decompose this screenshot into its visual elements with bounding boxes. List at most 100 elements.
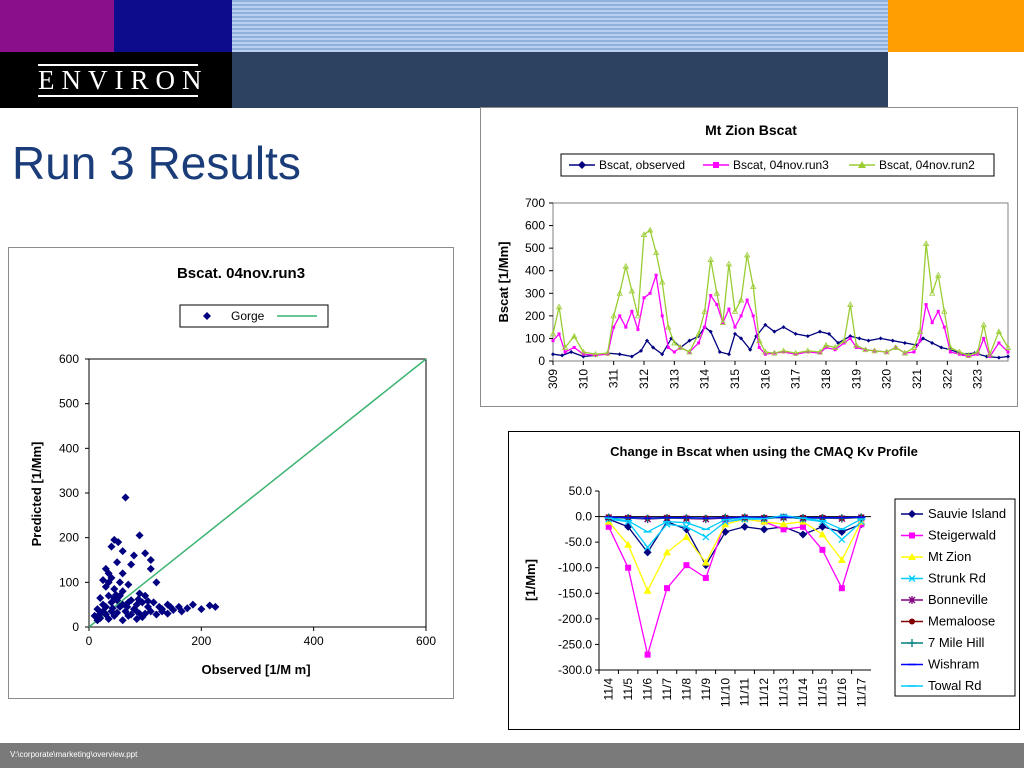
mtzion-y-tick-label: 700	[525, 196, 545, 210]
mtzion-point	[841, 337, 848, 344]
mtzion-point	[772, 329, 777, 334]
mtzion-point	[697, 341, 701, 345]
mtzion-point	[941, 308, 948, 314]
mtzion-point	[848, 334, 853, 339]
change-legend-label: Strunk Rd	[928, 571, 986, 586]
scatter-y-tick-label: 200	[59, 531, 79, 545]
scatter-point	[124, 598, 133, 607]
mtzion-point	[630, 309, 634, 313]
mtzion-point	[804, 347, 811, 354]
mtzion-point	[739, 336, 744, 341]
change-point	[625, 564, 632, 571]
mtzion-point	[930, 340, 935, 345]
change-point	[624, 540, 633, 548]
scatter-point	[104, 614, 113, 623]
change-point	[818, 530, 827, 538]
change-legend-label: Sauvie Island	[928, 506, 1006, 521]
mtzion-point	[817, 329, 822, 334]
mtzion-point	[628, 287, 636, 294]
mtzion-point	[910, 344, 918, 350]
change-y-tick-label: -200.0	[558, 612, 592, 626]
mtzion-point	[806, 350, 810, 354]
change-x-tick-label: 11/12	[757, 678, 771, 707]
slide-title: Run 3 Results	[12, 137, 301, 189]
scatter-point	[143, 597, 152, 606]
scatter-x-axis-label: Observed [1/M m]	[201, 662, 310, 677]
change-point	[701, 558, 710, 566]
mtzion-point	[847, 301, 854, 307]
scatter-point	[205, 601, 214, 610]
change-axes: 50.0 0.0 -50.0 -100.0 -150.0 -200.0 -250.0 -300…	[558, 484, 871, 707]
scatter-y-tick-label: 400	[59, 441, 79, 455]
mtzion-point	[707, 256, 714, 262]
scatter-legend-marker	[203, 312, 211, 320]
mtzion-x-tick-label: 321	[910, 369, 924, 389]
scatter-point	[188, 600, 197, 609]
mtzion-x-tick-label: 312	[637, 369, 651, 389]
change-point	[760, 525, 769, 534]
change-chart: Change in Bscat when using the CMAQ Kv P…	[523, 444, 1016, 707]
scatter-point	[152, 578, 161, 587]
scatter-point	[101, 602, 110, 611]
change-point	[643, 586, 652, 594]
scatter-point	[115, 578, 124, 587]
mtzion-point	[805, 334, 810, 339]
mtzion-legend-label: Bscat, observed	[599, 158, 685, 172]
mtzion-point	[555, 303, 563, 310]
mtzion-point	[717, 349, 722, 354]
mtzion-point	[660, 352, 665, 357]
change-x-tick-label: 11/10	[718, 678, 732, 707]
mtzion-point	[708, 329, 713, 334]
scatter-point	[149, 598, 158, 607]
change-point	[780, 526, 787, 533]
mtzion-point	[563, 350, 567, 354]
scatter-point	[110, 585, 119, 594]
mtzion-point	[916, 328, 924, 335]
change-legend-label: Mt Zion	[928, 549, 971, 564]
mtzion-point	[942, 325, 946, 329]
mtzion-point	[793, 331, 798, 336]
mtzion-legend-marker	[858, 161, 866, 168]
mtzion-title: Mt Zion Bscat	[705, 122, 797, 138]
mtzion-point	[592, 350, 599, 357]
mtzion-y-tick-label: 100	[525, 331, 545, 345]
scatter-point	[155, 602, 164, 611]
mtzion-point	[792, 349, 799, 356]
mtzion-point	[660, 314, 664, 318]
change-title: Change in Bscat when using the CMAQ Kv P…	[610, 444, 918, 459]
mtzion-chart: Mt Zion Bscat Bscat, observed Bscat, 04no…	[496, 122, 1012, 389]
mtzion-point	[715, 303, 719, 307]
mtzion-point	[737, 296, 745, 303]
change-x-tick-label: 11/15	[815, 678, 829, 707]
scatter-point	[163, 609, 172, 618]
scatter-point	[104, 578, 113, 587]
mtzion-x-tick-label: 310	[576, 369, 590, 389]
banner-slate-block	[232, 52, 888, 108]
change-series-line	[608, 518, 862, 567]
change-x-tick-label: 11/14	[796, 678, 810, 707]
mtzion-legend: Bscat, observed Bscat, 04nov.run3 Bscat, 0…	[569, 158, 975, 172]
mtzion-point	[1004, 344, 1012, 350]
change-point	[664, 585, 670, 592]
scatter-point	[141, 549, 150, 558]
mtzion-point	[652, 249, 660, 256]
mtzion-point	[781, 325, 786, 330]
change-legend: Sauvie Island Steigerwald Mt Zion Strunk Rd…	[901, 506, 1006, 693]
mtzion-y-tick-label: 300	[525, 286, 545, 300]
change-point	[643, 548, 652, 557]
mtzion-point	[901, 349, 909, 356]
scatter-point	[111, 590, 120, 599]
mtzion-point	[980, 321, 987, 328]
mtzion-point	[986, 350, 993, 357]
scatter-y-tick-label: 300	[59, 486, 79, 500]
mtzion-point	[1006, 350, 1010, 354]
mtzion-point	[935, 271, 942, 278]
mtzion-point	[995, 328, 1003, 335]
mtzion-plot-area	[552, 202, 1009, 362]
mtzion-x-tick-label: 320	[880, 369, 894, 389]
mtzion-point	[996, 355, 1001, 360]
scatter-y-axis-label: Predicted [1/Mm]	[29, 442, 44, 547]
mtzion-point	[902, 340, 907, 345]
mtzion-point	[618, 314, 622, 318]
change-point	[702, 574, 709, 581]
